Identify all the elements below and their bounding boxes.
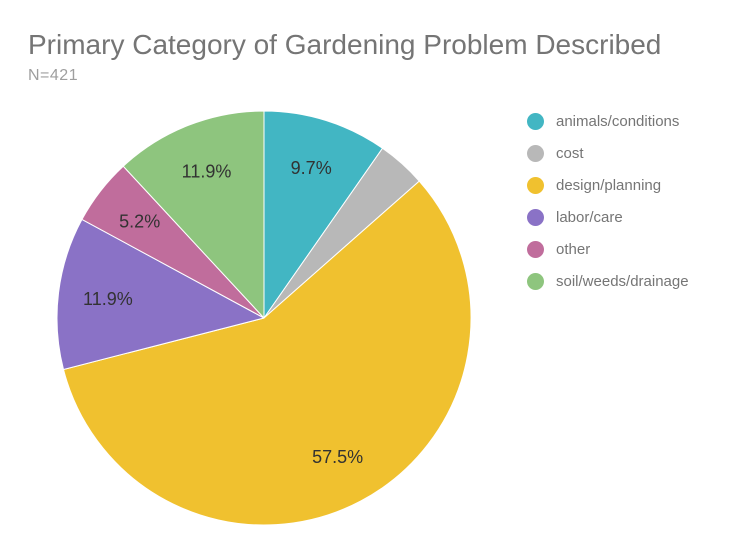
legend-item-label: design/planning [556,177,662,194]
legend-item-label: other [556,241,591,258]
legend-item-other[interactable]: other [527,239,689,260]
legend-swatch-labor-care [527,209,544,226]
legend-swatch-soil-weeds-drainage [527,273,544,290]
legend-swatch-animals-conditions [527,113,544,130]
chart-subtitle: N=421 [28,66,79,84]
legend-item-design-planning[interactable]: design/planning [527,175,689,196]
pie-slice-label-labor-care: 11.9% [83,289,133,309]
legend-item-label: animals/conditions [556,113,680,130]
pie-slice-animals-conditions[interactable] [263,110,383,319]
legend: animals/conditions cost design/planning lab… [527,111,689,292]
legend-swatch-other [527,241,544,258]
chart-header: Primary Category of Gardening Problem De… [28,28,661,85]
pie-slice-label-design-planning: 57.5% [312,447,363,467]
legend-item-label: labor/care [556,209,623,226]
pie-slice-label-soil-weeds-drainage: 11.9% [182,162,232,182]
legend-item-cost[interactable]: cost [527,143,689,164]
pie-slice-label-other: 5.2% [119,212,160,232]
pie-slice-design-planning[interactable] [63,180,472,526]
legend-swatch-design-planning [527,177,544,194]
legend-item-label: soil/weeds/drainage [556,273,689,290]
pie-slice-soil-weeds-drainage[interactable] [122,110,265,319]
legend-item-labor-care[interactable]: labor/care [527,207,689,228]
pie-slice-label-animals-conditions: 9.7% [291,158,332,178]
pie-slice-labor-care[interactable] [56,218,265,370]
legend-item-soil-weeds-drainage[interactable]: soil/weeds/drainage [527,271,689,292]
legend-item-animals-conditions[interactable]: animals/conditions [527,111,689,132]
legend-swatch-cost [527,145,544,162]
legend-item-label: cost [556,145,584,162]
chart-title: Primary Category of Gardening Problem De… [28,29,662,60]
